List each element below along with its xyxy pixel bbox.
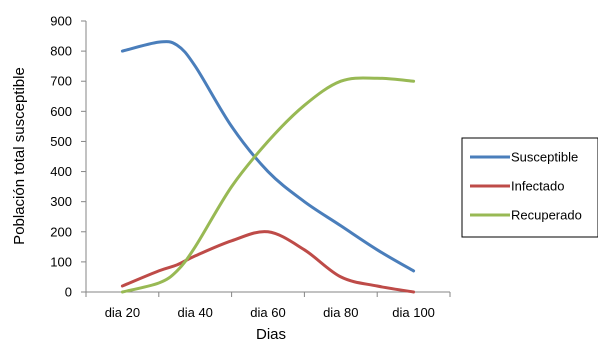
y-tick-label: 400 [50,164,72,179]
series-line-recuperado [120,76,416,294]
y-tick-label: 300 [50,194,72,209]
series-line-infectado [120,230,416,294]
y-axis-title: Población total susceptible [11,67,28,245]
x-tick-label: dia 100 [392,305,435,320]
x-tick-label: dia 80 [323,305,358,320]
legend-label-recuperado: Recuperado [511,208,582,223]
y-tick-label: 900 [50,14,72,29]
series-lines [120,40,416,294]
y-tick-label: 200 [50,224,72,239]
y-tick-label: 700 [50,74,72,89]
x-tick-label: dia 60 [250,305,285,320]
y-tick-label: 100 [50,254,72,269]
y-tick-label: 0 [65,285,72,300]
legend-label-infectado: Infectado [511,179,565,194]
y-tick-label: 800 [50,44,72,59]
legend-box [461,137,598,238]
series-line-susceptible [120,40,416,273]
legend: Susceptible Infectado Recuperado [461,137,598,238]
x-axis-title: Dias [256,326,286,343]
legend-label-susceptible: Susceptible [511,150,578,165]
y-tick-label: 600 [50,104,72,119]
x-tick-label: dia 20 [105,305,140,320]
y-tick-label: 500 [50,134,72,149]
axes: 0 100 200 300 400 500 600 700 800 900 dia 20 dia 40… [50,14,451,320]
x-tick-label: dia 40 [177,305,212,320]
